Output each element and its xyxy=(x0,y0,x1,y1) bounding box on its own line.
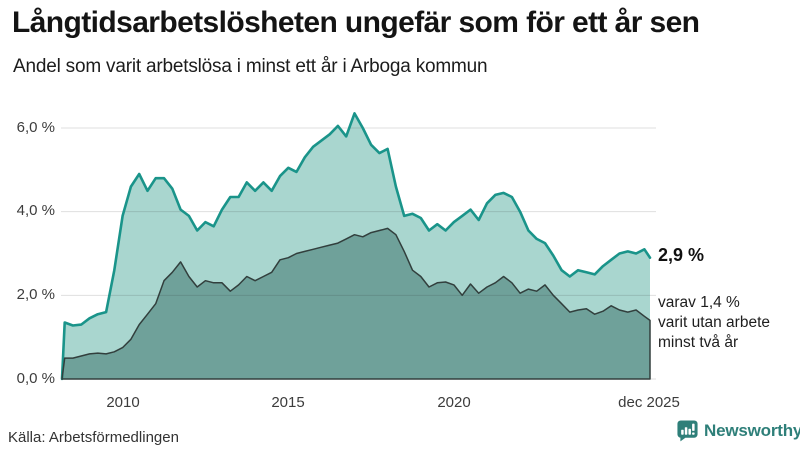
two-year-line xyxy=(61,227,651,380)
chart-subtitle: Andel som varit arbetslösa i minst ett å… xyxy=(13,56,488,77)
latest-total-value-label: 2,9 % xyxy=(658,245,705,265)
x-tick-dec-2025: dec 2025 xyxy=(618,394,680,411)
two-year-area-fill xyxy=(62,228,650,379)
y-tick-0: 0,0 % xyxy=(16,370,55,387)
y-tick-2: 2,0 % xyxy=(16,286,55,303)
newsworthy-brand: Newsworthy xyxy=(676,419,800,442)
total-line xyxy=(60,112,652,381)
newsworthy-brand-text: Newsworthy xyxy=(704,420,800,440)
source-label: Källa: Arbetsförmedlingen xyxy=(8,429,179,446)
newsworthy-logo-icon xyxy=(676,419,699,442)
x-tick-2010: 2010 xyxy=(106,394,140,411)
y-tick-6: 6,0 % xyxy=(16,119,55,136)
y-tick-4: 4,0 % xyxy=(16,202,55,219)
two-year-annotation: varav 1,4 % varit utan arbete minst två … xyxy=(658,294,771,351)
page-title: Långtidsarbetslösheten ungefär som för e… xyxy=(12,6,700,39)
x-tick-2020: 2020 xyxy=(437,394,471,411)
x-tick-2015: 2015 xyxy=(271,394,305,411)
